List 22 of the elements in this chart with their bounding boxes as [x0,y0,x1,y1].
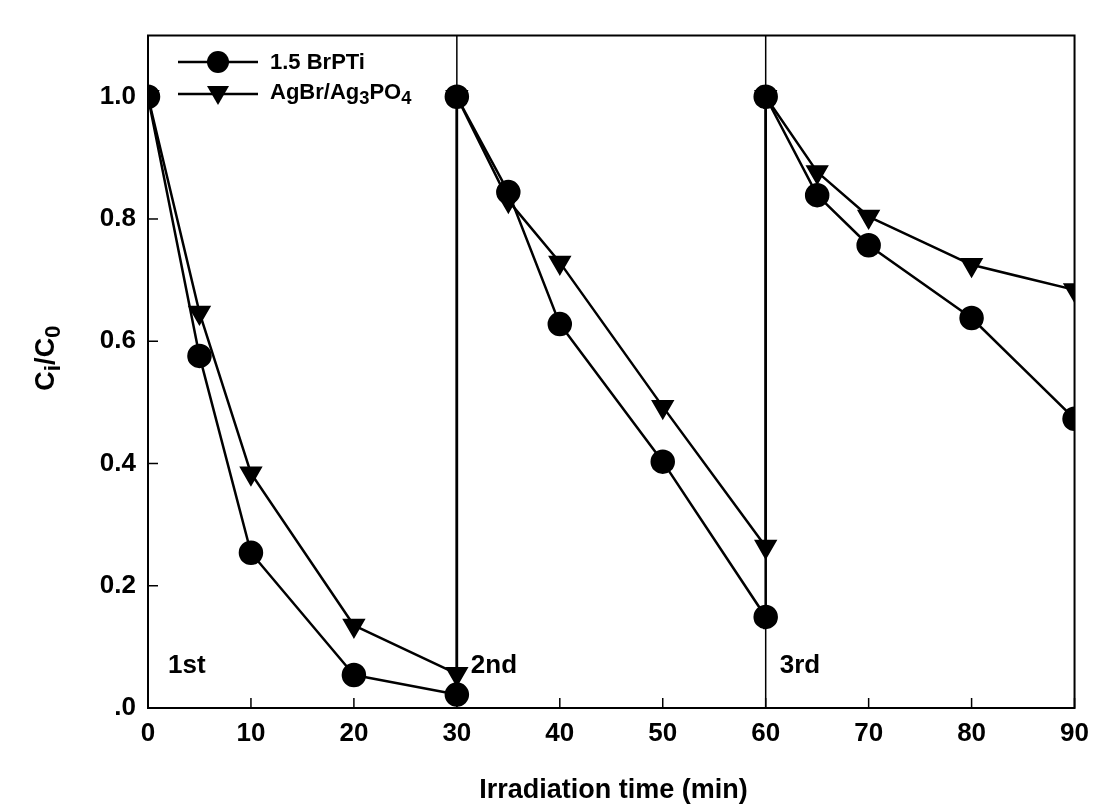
x-axis-title: Irradiation time (min) [478,774,749,805]
x-tick-label: 70 [854,716,884,747]
annotation: 2nd [470,649,518,680]
y-tick-label: .0 [114,691,136,722]
x-tick-label: 10 [236,716,266,747]
x-tick-label: 80 [957,716,987,747]
x-tick-label: 30 [442,716,472,747]
y-tick-label: 0.2 [99,568,136,599]
x-tick-label: 40 [545,716,575,747]
x-tick-label: 60 [751,716,781,747]
legend-label: 1.5 BrPTi [270,49,365,75]
y-tick-label: 0.6 [99,324,136,355]
y-tick-label: 1.0 [99,79,136,110]
y-tick-label: 0.4 [99,446,137,477]
x-tick-label: 90 [1060,716,1089,747]
y-tick-label: 0.8 [99,202,136,233]
legend-label: AgBr/Ag$_{3}$PO$_{4}$ [270,78,412,110]
annotation: 3rd [779,649,821,680]
x-tick-label: 0 [140,716,156,747]
x-tick-label: 50 [648,716,678,747]
annotation: 1st [168,649,206,680]
x-tick-label: 20 [339,716,369,747]
